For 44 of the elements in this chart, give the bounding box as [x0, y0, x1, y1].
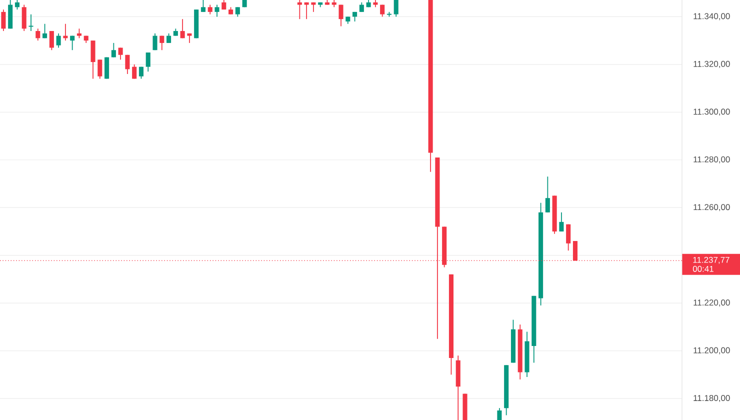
candlestick [214, 4, 220, 18]
candlestick [22, 4, 26, 32]
candlestick [28, 14, 34, 32]
candlestick [166, 32, 172, 44]
y-tick-label: 11.300,00 [694, 108, 730, 116]
candlestick [90, 40, 96, 80]
candlestick [566, 224, 571, 252]
candlestick [42, 23, 48, 39]
candlestick [146, 52, 150, 72]
candlestick [49, 30, 54, 51]
candlestick [70, 35, 75, 51]
candlestick [36, 28, 40, 42]
candlestick [545, 176, 550, 213]
candlestick [304, 2, 309, 20]
y-tick-label: 11.260,00 [694, 204, 730, 212]
candlestick [152, 32, 158, 51]
ref-line-label: 11.237,77 [693, 256, 730, 264]
y-tick-label: 11.280,00 [694, 156, 730, 164]
candlestick [394, 0, 398, 18]
candlestick [497, 408, 502, 420]
y-tick-label: 11.200,00 [694, 347, 730, 354]
candlestick [111, 42, 116, 58]
candlestick [559, 212, 564, 232]
candlestick [338, 4, 344, 27]
y-tick-label: 11.180,00 [694, 395, 730, 402]
candlestick [297, 0, 302, 20]
candlestick [118, 47, 123, 60]
candlestick [132, 64, 137, 80]
candlestick [98, 59, 102, 80]
candlestick [180, 18, 185, 39]
candlestick [1, 9, 6, 32]
candlestick [8, 0, 13, 30]
candlestick [125, 54, 130, 74]
candlestick [235, 6, 240, 18]
candlestick [160, 35, 164, 51]
text: 00:41 [692, 266, 714, 272]
y-tick-label: 11.340,00 [694, 13, 730, 20]
candlestick [76, 28, 82, 39]
candlestick [359, 2, 364, 12]
candlestick [56, 32, 61, 48]
y-tick-label: 11.220,00 [694, 300, 730, 307]
y-tick-label: 11.320,00 [694, 60, 730, 68]
candlestick [200, 0, 206, 12]
candlestick [208, 4, 212, 15]
